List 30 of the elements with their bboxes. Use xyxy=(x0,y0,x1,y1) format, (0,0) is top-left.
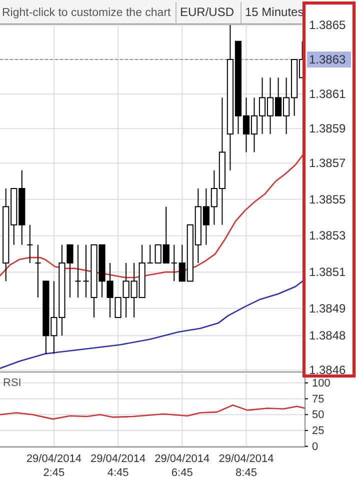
chart-title: RSI xyxy=(3,377,22,389)
y-tick-label: 50 xyxy=(312,409,324,422)
y-tick-label: 25 xyxy=(312,425,324,438)
y-tick-label: 1.3863 xyxy=(309,52,346,66)
text: Right-click to customize the chart xyxy=(2,7,172,19)
y-tick-label: 75 xyxy=(312,393,324,406)
y-tick-label: 1.3855 xyxy=(309,192,346,206)
x-tick-label: 29/04/2014 8:45 xyxy=(218,453,274,479)
x-tick-label: 29/04/2014 2:45 xyxy=(26,453,82,479)
y-tick-label: 1.3859 xyxy=(309,121,346,136)
x-tick-label: 29/04/2014 4:45 xyxy=(90,453,146,479)
y-tick-label: 1.3849 xyxy=(309,301,346,316)
y-tick-label: 1.3861 xyxy=(309,86,346,101)
y-tick-label: 1.3848 xyxy=(309,328,346,343)
chart-subtitle: 15 Minutes xyxy=(245,5,304,19)
candlestick xyxy=(35,244,41,298)
candlestick xyxy=(75,244,81,298)
y-tick-label: 0 xyxy=(312,440,318,453)
candlestick xyxy=(171,244,177,282)
y-tick-label: 1.3865 xyxy=(309,18,346,32)
line-series xyxy=(0,404,306,420)
y-tick-label: 1.3857 xyxy=(309,156,346,170)
candlestick xyxy=(147,244,153,264)
y-tick-label: 1.3851 xyxy=(309,264,346,279)
chart-title: EUR/USD xyxy=(180,5,234,19)
y-tick-label: 1.3846 xyxy=(309,363,346,378)
x-tick-label: 29/04/2014 6:45 xyxy=(154,453,210,479)
y-tick-label: 100 xyxy=(312,377,330,390)
candlestick xyxy=(27,224,33,264)
y-tick-label: 1.3853 xyxy=(309,228,346,243)
